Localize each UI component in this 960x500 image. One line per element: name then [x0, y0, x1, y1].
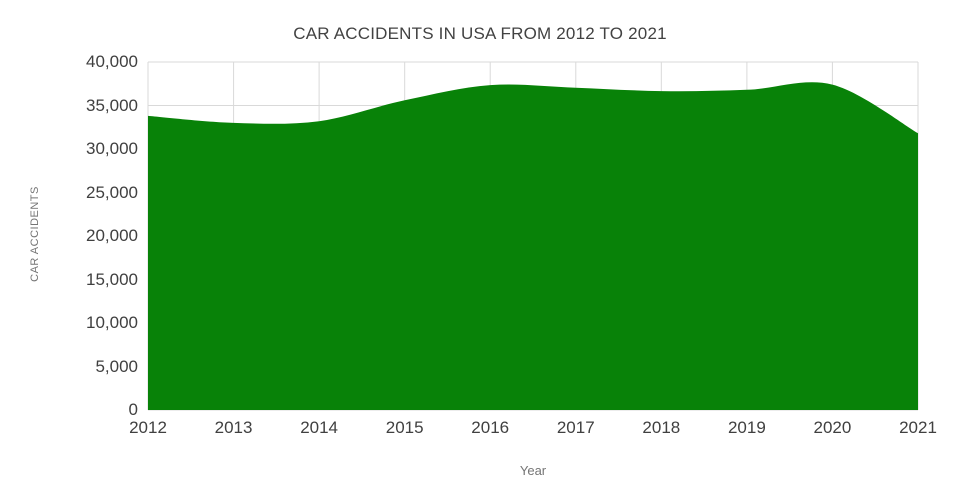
x-tick-label: 2016 [471, 418, 510, 437]
x-tick-label: 2021 [899, 418, 937, 437]
y-tick-label: 35,000 [86, 95, 138, 115]
chart-title: CAR ACCIDENTS IN USA FROM 2012 TO 2021 [293, 24, 667, 43]
x-tick-label: 2014 [300, 418, 339, 437]
area-chart-svg [147, 61, 919, 411]
y-tick-label: 25,000 [86, 182, 138, 202]
x-tick-label: 2013 [214, 418, 253, 437]
area-series [148, 82, 918, 410]
y-tick-label: 30,000 [86, 139, 138, 158]
plot-area [147, 61, 919, 411]
y-tick-label: 5,000 [95, 356, 138, 376]
x-tick-label: 2017 [556, 418, 595, 437]
x-tick-label: 2020 [813, 418, 852, 437]
x-tick-label: 2018 [642, 418, 681, 437]
x-axis-title: Year [519, 463, 547, 478]
y-tick-label: 40,000 [86, 52, 138, 71]
x-tick-label: 2012 [129, 418, 167, 437]
x-tick-label: 2019 [727, 418, 766, 437]
y-tick-label: 0 [128, 400, 138, 419]
x-tick-label: 2015 [385, 418, 424, 437]
y-tick-label: 15,000 [86, 269, 138, 289]
y-tick-label: 20,000 [86, 226, 138, 245]
y-tick-label: 10,000 [86, 313, 138, 332]
